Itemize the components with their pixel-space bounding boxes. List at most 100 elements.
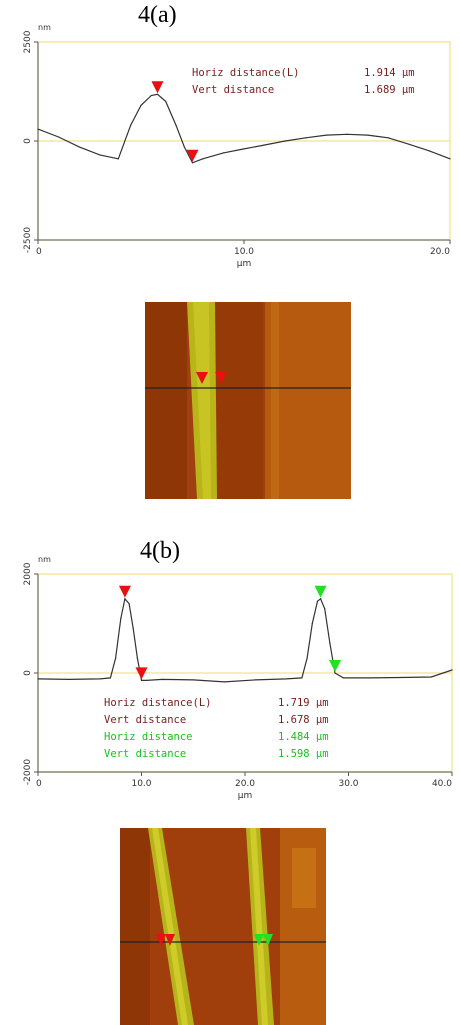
chart-b-data-point — [120, 617, 122, 620]
chart-a-data-point — [222, 152, 224, 154]
chart-a-data-point — [243, 148, 245, 150]
chart-a-x-tick-label: 10.0 — [234, 247, 254, 257]
chart-b-annotation-value-3: 1.598 µm — [278, 748, 329, 760]
afm-image-a — [145, 302, 351, 499]
chart-b-x-tick-label: 0 — [36, 779, 42, 789]
chart-a-series-line-0 — [37, 93, 451, 164]
chart-a-x-axis-label: µm — [237, 259, 252, 269]
chart-a-y-tick-label: 2500 — [23, 30, 33, 53]
chart-b-y-tick-label: -2000 — [23, 759, 33, 785]
chart-a-unit-label: nm — [38, 23, 51, 32]
panel-label-a: 4(a) — [138, 2, 177, 28]
chart-b-data-point — [329, 642, 331, 644]
chart-a-annotation-value-1: 1.689 µm — [364, 84, 415, 96]
chart-a-data-point — [175, 124, 177, 126]
chart-b-data-point — [319, 598, 322, 600]
chart-a-marker-red-1 — [186, 149, 199, 162]
afm-image-a-graphic — [145, 302, 351, 499]
chart-b-data-point — [430, 676, 432, 678]
chart-b-data-point — [161, 678, 163, 681]
chart-a-data-point — [202, 158, 204, 160]
chart-a-data-point — [387, 137, 389, 139]
chart-b-data-point — [306, 657, 308, 659]
chart-b-marker-red-0 — [118, 585, 131, 598]
chart-a-y-tick-label: 0 — [23, 138, 33, 144]
chart-b-x-tick-label: 20.0 — [235, 779, 255, 789]
chart-b-data-point — [324, 608, 326, 610]
chart-b-x-tick-label: 10.0 — [131, 779, 151, 789]
panel-label-b: 4(b) — [140, 538, 180, 564]
chart-a-x-tick-label: 20.0 — [430, 247, 450, 257]
chart-b-data-point — [334, 672, 336, 674]
afm-image-b-graphic — [120, 828, 326, 1025]
chart-b-data-point — [109, 677, 112, 679]
chart-a-data-point — [367, 134, 369, 136]
chart-b-data-point — [254, 679, 256, 681]
chart-b-annotation-value-1: 1.678 µm — [278, 714, 329, 726]
chart-a-data-point — [58, 136, 60, 138]
chart-a-annotation-label-1: Vert distance — [192, 84, 274, 96]
chart-b-unit-label: nm — [38, 555, 51, 564]
chart-b-annotation-label-0: Horiz distance(L) — [104, 697, 211, 709]
chart-b-data-point — [311, 622, 313, 625]
chart-b-annotation-label-1: Vert distance — [104, 714, 186, 726]
chart-a-data-point — [305, 137, 307, 139]
chart-b-annotation-value-0: 1.719 µm — [278, 697, 329, 709]
chart-a-annotation-label-0: Horiz distance(L) — [192, 67, 299, 79]
chart-a-marker-red-0 — [151, 81, 164, 94]
chart-b-data-point — [285, 678, 287, 680]
chart-b-data-point — [128, 603, 130, 605]
chart-b-data-point — [316, 600, 319, 602]
chart-a-x-tick-label: 0 — [36, 247, 42, 257]
chart-a-data-point — [408, 143, 410, 145]
chart-b-marker-green-2 — [314, 585, 327, 598]
chart-b-data-point — [192, 679, 194, 681]
chart-b-data-point — [136, 657, 138, 659]
chart-b-data-point — [399, 676, 401, 679]
chart-a-data-point — [325, 134, 327, 136]
chart-a-data-point — [191, 162, 194, 164]
chart-b-annotation-label-3: Vert distance — [104, 748, 186, 760]
chart-a-data-point — [130, 124, 132, 126]
chart-a-data-point — [117, 158, 119, 160]
chart-b-data-point — [68, 678, 70, 681]
chart-a-y-tick-label: -2500 — [23, 227, 33, 253]
chart-b-data-point — [115, 657, 117, 659]
chart-b-y-tick-label: 0 — [23, 670, 33, 676]
chart-a-data-point — [165, 100, 167, 102]
chart-a-data-point — [428, 150, 430, 152]
chart-a-annotation-value-0: 1.914 µm — [364, 67, 415, 79]
chart-b-x-axis-label: µm — [238, 791, 253, 801]
chart-b-y-tick-label: 2000 — [23, 562, 33, 585]
chart-b-data-point — [301, 677, 303, 679]
chart-b-annotation-label-2: Horiz distance — [104, 731, 193, 743]
chart-b-data-point — [146, 679, 148, 682]
chart-a-data-point — [150, 94, 152, 97]
chart-a-data-point — [37, 128, 39, 130]
chart-b-data-point — [342, 677, 344, 679]
chart-a-data-point — [78, 146, 80, 148]
chart-a-data-point — [140, 104, 142, 106]
chart-a-data-point — [183, 146, 185, 148]
chart-a-data-point — [264, 144, 266, 146]
chart-a-data-point — [284, 140, 286, 142]
chart-b-annotation-value-2: 1.484 µm — [278, 731, 329, 743]
chart-a-data-point — [99, 154, 101, 156]
chart-b-marker-red-1 — [135, 667, 148, 680]
chart-b-data-point — [140, 679, 143, 682]
chart-b-x-tick-label: 30.0 — [338, 779, 358, 789]
chart-b-data-point — [368, 677, 370, 679]
chart-b-data-point — [37, 678, 39, 680]
afm-image-b — [120, 828, 326, 1025]
chart-b-marker-green-3 — [329, 660, 342, 672]
chart-b-data-point — [99, 678, 101, 680]
chart-b-data-point — [132, 627, 134, 630]
chart-b-series-line-0 — [37, 597, 453, 683]
chart-a-data-point — [156, 93, 159, 95]
chart-b-data-point — [223, 681, 225, 683]
chart-b-data-point — [451, 669, 453, 671]
chart-a-data-point — [346, 133, 348, 135]
chart-b-data-point — [124, 598, 126, 600]
